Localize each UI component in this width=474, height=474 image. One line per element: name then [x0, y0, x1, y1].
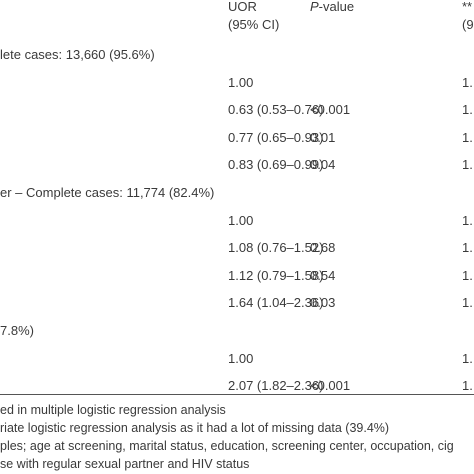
cell-p: 0.03: [310, 295, 336, 311]
cell-uor: 1.00: [228, 350, 254, 366]
header-p-italic: P: [310, 0, 319, 14]
cell-label: lete cases: 13,660 (95.6%): [0, 47, 155, 62]
cell-right: 1.: [462, 240, 473, 256]
header-right-sub: (9: [462, 17, 474, 32]
header-p: P-value: [310, 0, 354, 15]
cell-right: 1.: [462, 267, 473, 283]
cell-uor: 1.12 (0.79–1.58): [228, 267, 324, 283]
cell-uor: 1.00: [228, 212, 254, 228]
cell-uor: 2.07 (1.82–2.36): [228, 378, 324, 394]
cell-p: <0.001: [310, 378, 351, 394]
footnote: ples; age at screening, marital status, …: [0, 439, 454, 453]
header-right: **: [462, 0, 473, 14]
cell-uor: 0.77 (0.65–0.93): [228, 129, 324, 145]
cell-right: 1.: [462, 212, 473, 228]
cell-label: 7.8%): [0, 323, 34, 338]
cell-uor: 1.00: [228, 74, 254, 90]
cell-right: 1.: [462, 378, 473, 394]
cell-uor: 1.64 (1.04–2.36): [228, 295, 324, 311]
cell-right: 1.: [462, 157, 473, 173]
cell-p: 0.04: [310, 157, 336, 173]
cell-p: <0.001: [310, 102, 351, 118]
cell-uor: 0.83 (0.69–0.99): [228, 157, 324, 173]
footnote: riate logistic regression analysis as it…: [0, 421, 390, 435]
cell-uor: 1.08 (0.76–1.52): [228, 240, 324, 256]
header-uor: UOR: [228, 0, 257, 14]
cell-right: 1.: [462, 102, 473, 118]
cell-label: er – Complete cases: 11,774 (82.4%): [0, 185, 215, 200]
cell-right: 1.: [462, 129, 473, 145]
cell-right: 1.: [462, 350, 473, 366]
table-bottom-rule: [0, 394, 474, 395]
cell-p: 0.54: [310, 267, 336, 283]
cell-right: 1.: [462, 295, 473, 311]
footnote: ed in multiple logistic regression analy…: [0, 403, 226, 417]
cell-right: 1.: [462, 74, 473, 90]
header-p-rest: -value: [318, 0, 355, 14]
cell-p: 0.01: [310, 129, 336, 145]
footnote: se with regular sexual partner and HIV s…: [0, 457, 250, 471]
cell-p: 0.68: [310, 240, 336, 256]
cell-uor: 0.63 (0.53–0.76): [228, 102, 324, 118]
header-ci: (95% CI): [228, 17, 280, 32]
